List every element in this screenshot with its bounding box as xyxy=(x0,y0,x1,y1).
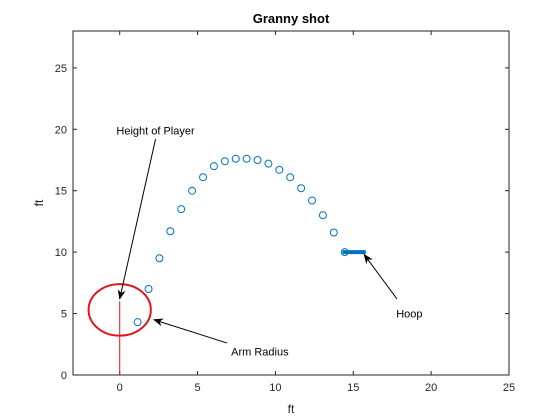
data-point xyxy=(318,211,327,220)
x-tick-label: 15 xyxy=(347,382,359,394)
data-point xyxy=(329,228,338,237)
data-point xyxy=(220,157,229,166)
data-point xyxy=(231,154,240,163)
data-point xyxy=(264,159,273,168)
data-point xyxy=(133,318,142,327)
data-point xyxy=(253,156,262,164)
annotation-label: Hoop xyxy=(396,309,422,321)
data-point xyxy=(144,285,153,293)
data-point xyxy=(275,165,284,174)
y-axis: 0 5 10 15 20 25 xyxy=(55,63,509,382)
annotation-arrow xyxy=(363,253,398,300)
x-tick-label: 20 xyxy=(425,382,437,394)
data-point xyxy=(199,173,208,182)
data-point xyxy=(340,248,349,257)
x-tick-label: 25 xyxy=(503,382,515,394)
y-tick-label: 15 xyxy=(55,186,67,198)
y-tick-label: 0 xyxy=(61,370,67,382)
trajectory-series xyxy=(133,154,349,327)
arm-radius-circle xyxy=(87,283,152,337)
data-point xyxy=(242,154,251,163)
plot-decorations xyxy=(87,250,366,375)
plot-area xyxy=(72,30,510,376)
annotations: Height of Player Arm Radius Hoop xyxy=(116,126,422,359)
annotation-label: Arm Radius xyxy=(231,347,289,359)
data-point xyxy=(297,184,306,193)
data-point xyxy=(209,162,218,171)
data-point xyxy=(177,205,186,214)
y-axis-label: ft xyxy=(32,199,46,206)
x-tick-label: 10 xyxy=(269,382,281,394)
x-axis-label: ft xyxy=(288,402,295,416)
x-tick-label: 5 xyxy=(195,382,201,394)
data-point xyxy=(188,186,197,195)
x-tick-label: 0 xyxy=(117,382,123,394)
annotation-arrow xyxy=(153,318,228,344)
data-point xyxy=(155,254,164,263)
y-tick-label: 10 xyxy=(55,247,67,259)
y-tick-label: 5 xyxy=(61,309,67,321)
data-point xyxy=(286,173,295,182)
annotation-arrow xyxy=(117,139,157,300)
y-tick-label: 20 xyxy=(55,124,67,136)
chart-title: Granny shot xyxy=(253,11,330,26)
data-point xyxy=(166,227,175,236)
y-tick-label: 25 xyxy=(55,63,67,75)
annotation-label: Height of Player xyxy=(116,126,195,138)
x-axis: 0 5 10 15 20 25 xyxy=(117,31,515,394)
data-point xyxy=(308,196,317,205)
